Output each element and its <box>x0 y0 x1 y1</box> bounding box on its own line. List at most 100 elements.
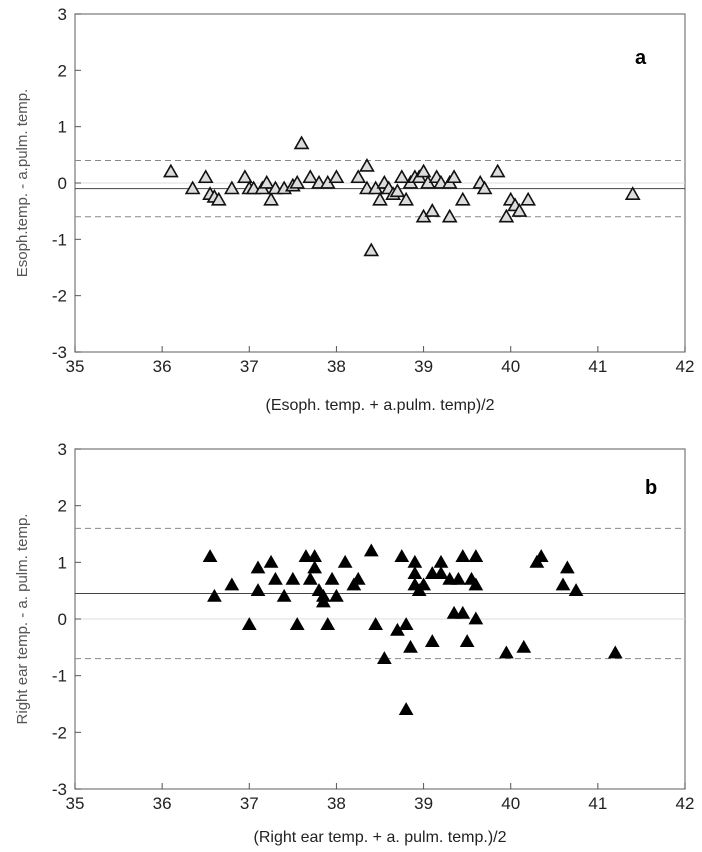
data-point <box>315 594 331 608</box>
data-point <box>337 554 353 568</box>
data-point <box>302 169 319 184</box>
data-point <box>302 571 318 585</box>
y-tick-label: -2 <box>52 723 67 742</box>
data-point <box>202 549 218 563</box>
y-tick-label: 2 <box>58 497 67 516</box>
data-point <box>363 242 380 257</box>
x-axis-ticks-a: 35 36 37 38 39 40 41 42 <box>66 346 695 376</box>
chart-panel-b: 35 36 37 38 39 40 41 42 -3 -2 -1 0 1 2 3 b (Right ear… <box>14 440 694 846</box>
data-point <box>424 566 440 580</box>
x-axis-label-b: (Right ear temp. + a. pulm. temp.)/2 <box>254 829 507 846</box>
y-tick-label: 3 <box>58 5 67 24</box>
data-point <box>328 169 345 184</box>
data-point <box>289 174 306 189</box>
x-tick-label: 35 <box>66 357 85 376</box>
data-point <box>394 549 410 563</box>
y-tick-label: 1 <box>58 553 67 572</box>
data-point <box>489 163 506 178</box>
data-point <box>468 611 484 625</box>
data-points-a <box>162 135 641 257</box>
x-axis-ticks-b: 35 36 37 38 39 40 41 42 <box>66 783 695 813</box>
x-tick-label: 39 <box>414 794 433 813</box>
data-point <box>359 157 375 172</box>
data-point <box>372 191 388 206</box>
data-point <box>451 571 466 585</box>
y-tick-label: -3 <box>52 780 67 799</box>
data-point <box>424 203 441 217</box>
data-point <box>498 645 514 659</box>
data-point <box>520 191 537 206</box>
data-point <box>324 571 340 585</box>
x-tick-label: 36 <box>153 794 172 813</box>
x-tick-label: 41 <box>588 794 607 813</box>
x-tick-label: 40 <box>501 794 520 813</box>
data-point <box>446 605 462 619</box>
x-tick-label: 42 <box>676 357 695 376</box>
reference-lines-b <box>75 527 685 660</box>
data-point <box>258 174 275 189</box>
data-point <box>441 208 458 223</box>
y-tick-label: -3 <box>52 343 67 362</box>
data-point <box>454 191 471 206</box>
data-point <box>263 554 279 568</box>
x-tick-label: 37 <box>240 357 259 376</box>
data-point <box>398 617 414 631</box>
y-tick-label: 1 <box>58 118 67 137</box>
data-point <box>250 583 266 597</box>
x-axis-label-a: (Esoph. temp. + a.pulm. temp)/2 <box>266 397 495 414</box>
data-point <box>293 135 310 150</box>
data-point <box>363 543 379 557</box>
x-tick-label: 39 <box>414 357 433 376</box>
data-point <box>329 588 344 602</box>
data-point <box>237 169 253 184</box>
y-tick-label: 2 <box>58 61 67 80</box>
data-point <box>559 560 575 574</box>
y-tick-label: 3 <box>58 440 67 459</box>
data-point <box>468 549 484 563</box>
data-point <box>307 549 323 563</box>
data-point <box>350 571 366 585</box>
data-point <box>433 554 449 568</box>
y-tick-label: 0 <box>58 610 67 629</box>
data-point <box>223 180 240 195</box>
x-tick-label: 38 <box>327 794 346 813</box>
y-axis-ticks-a: -3 -2 -1 0 1 2 3 <box>52 5 81 362</box>
data-point <box>376 651 392 665</box>
data-point <box>184 180 201 195</box>
data-point <box>433 566 449 580</box>
y-tick-label: -1 <box>52 667 67 686</box>
chart-panel-a: 35 36 37 38 39 40 41 42 -3 -2 -1 0 1 2 3 a (Esoph. te… <box>14 5 694 414</box>
data-point <box>407 554 423 568</box>
data-point <box>607 645 623 659</box>
data-point <box>568 583 584 597</box>
data-point <box>285 571 301 585</box>
data-point <box>398 191 415 206</box>
y-tick-label: -2 <box>52 287 67 306</box>
data-point <box>407 566 423 580</box>
data-point <box>446 169 462 184</box>
data-point <box>498 208 515 223</box>
data-point <box>197 169 214 184</box>
panel-label-a: a <box>635 47 647 69</box>
data-point <box>289 617 305 631</box>
data-point <box>403 639 418 653</box>
data-point <box>516 639 532 653</box>
y-tick-label: 0 <box>58 174 67 193</box>
y-axis-label-b: Right ear temp. - a. pulm. temp. <box>14 514 31 725</box>
x-tick-label: 40 <box>501 357 520 376</box>
x-tick-label: 42 <box>676 794 695 813</box>
x-tick-label: 36 <box>153 357 172 376</box>
data-point <box>398 702 414 716</box>
data-point <box>320 617 336 631</box>
data-point <box>468 577 484 591</box>
data-point <box>210 191 227 206</box>
x-tick-label: 38 <box>327 357 346 376</box>
data-point <box>207 588 222 602</box>
y-tick-label: -1 <box>52 230 67 249</box>
y-axis-ticks-b: -3 -2 -1 0 1 2 3 <box>52 440 81 799</box>
data-point <box>459 634 475 648</box>
data-point <box>241 617 257 631</box>
data-point <box>268 571 283 585</box>
data-point <box>162 163 179 178</box>
data-point <box>250 560 266 574</box>
